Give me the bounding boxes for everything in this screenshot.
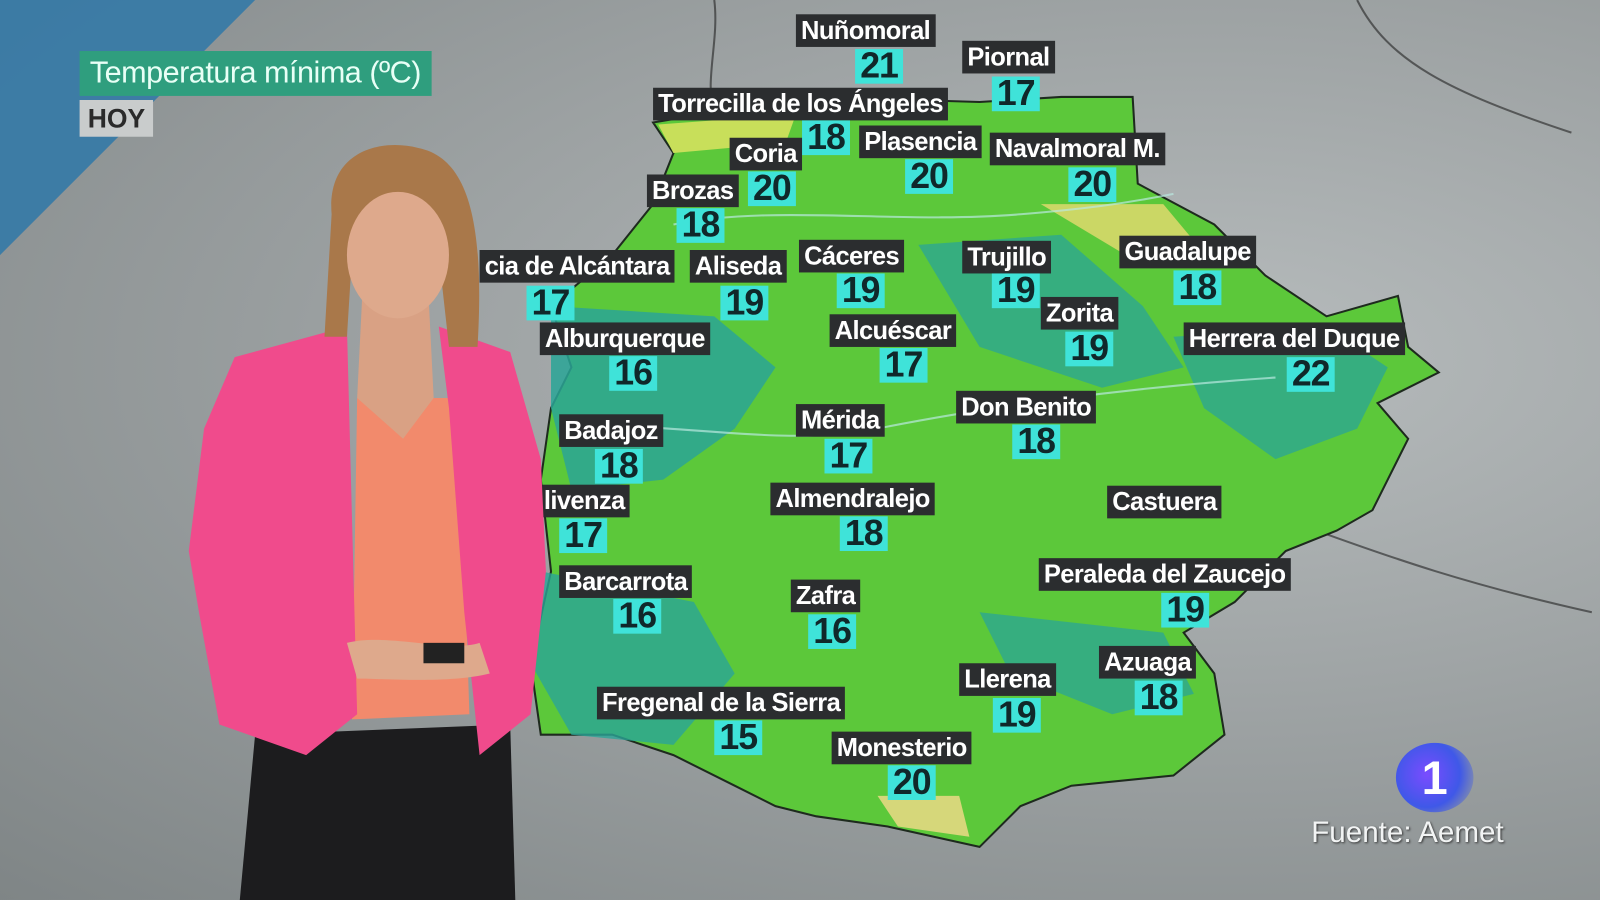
city-min-temp-value: 22 bbox=[1286, 356, 1335, 392]
city-min-temp-value: 19 bbox=[836, 272, 885, 309]
city-name-label: Guadalupe bbox=[1119, 235, 1256, 269]
presenter bbox=[188, 145, 546, 900]
city-min-temp-value: 16 bbox=[609, 355, 658, 391]
source-credit: Fuente: Aemet bbox=[1311, 816, 1504, 849]
city-min-temp-value: 20 bbox=[747, 170, 796, 207]
city-name-label: Herrera del Duque bbox=[1183, 322, 1405, 356]
city-name-label: Coria bbox=[729, 137, 802, 171]
jacket bbox=[438, 326, 546, 756]
city-name-label: livenza bbox=[538, 484, 630, 518]
trousers bbox=[239, 724, 516, 900]
city-name-label: Badajoz bbox=[559, 414, 663, 447]
city-name-label: Navalmoral M. bbox=[989, 132, 1166, 166]
city-min-temp-value: 15 bbox=[714, 719, 763, 755]
neck bbox=[357, 295, 434, 439]
city-min-temp-value: 21 bbox=[855, 48, 903, 84]
map-title: Temperatura mínima (ºC) bbox=[79, 51, 432, 96]
city-min-temp-value: 19 bbox=[720, 285, 769, 320]
city-min-temp-value: 17 bbox=[526, 285, 575, 320]
city-name-label: Nuñomoral bbox=[795, 14, 936, 47]
day-label: HOY bbox=[79, 99, 154, 137]
city-name-label: Llerena bbox=[959, 663, 1056, 696]
city-min-temp-value: 20 bbox=[887, 764, 936, 800]
city-name-label: Mérida bbox=[795, 404, 885, 437]
city-name-label: Zafra bbox=[790, 579, 861, 613]
city-name-label: Cáceres bbox=[798, 239, 905, 273]
clicker bbox=[423, 642, 465, 664]
city-min-temp-value: 19 bbox=[992, 697, 1041, 733]
city-min-temp-value: 19 bbox=[1161, 592, 1210, 628]
city-min-temp-value: 16 bbox=[808, 613, 857, 649]
city-name-label: Trujillo bbox=[962, 240, 1052, 274]
city-name-label: Piornal bbox=[962, 40, 1055, 74]
city-name-label: Zorita bbox=[1040, 296, 1119, 330]
city-min-temp-value: 19 bbox=[1065, 331, 1114, 366]
city-name-label: Brozas bbox=[646, 174, 739, 208]
tve-channel-logo: 1 bbox=[1395, 742, 1474, 813]
city-min-temp-value: 19 bbox=[991, 272, 1040, 309]
city-name-label: Fregenal de la Sierra bbox=[596, 686, 846, 720]
city-name-label: Torrecilla de los Ángeles bbox=[653, 87, 949, 121]
river bbox=[571, 376, 1276, 437]
yellow-zone bbox=[877, 795, 970, 837]
city-min-temp-value: 17 bbox=[991, 76, 1040, 112]
city-name-label: Monesterio bbox=[831, 731, 972, 765]
hands bbox=[346, 639, 490, 680]
city-name-label: cia de Alcántara bbox=[479, 249, 675, 283]
city-name-label: Almendralejo bbox=[770, 482, 935, 516]
city-min-temp-value: 20 bbox=[905, 158, 953, 194]
city-min-temp-value: 18 bbox=[676, 207, 725, 243]
city-min-temp-value: 20 bbox=[1068, 166, 1117, 203]
city-name-label: Castuera bbox=[1107, 485, 1222, 519]
city-min-temp-value: 18 bbox=[839, 515, 888, 552]
city-min-temp-value: 18 bbox=[802, 119, 850, 155]
city-name-label: Alcuéscar bbox=[829, 314, 957, 347]
city-min-temp-value: 18 bbox=[1173, 269, 1222, 305]
city-name-label: Aliseda bbox=[689, 249, 787, 283]
city-min-temp-value: 18 bbox=[1012, 423, 1061, 459]
city-min-temp-value: 17 bbox=[879, 347, 928, 383]
city-name-label: Don Benito bbox=[956, 390, 1097, 424]
city-min-temp-value: 17 bbox=[824, 438, 873, 474]
city-name-label: Plasencia bbox=[859, 125, 982, 159]
city-name-label: Alburquerque bbox=[539, 322, 710, 356]
city-min-temp-value: 18 bbox=[594, 448, 643, 484]
city-min-temp-value: 17 bbox=[559, 517, 608, 553]
city-min-temp-value: 18 bbox=[1134, 680, 1183, 715]
blouse bbox=[352, 397, 470, 720]
river bbox=[673, 192, 1174, 226]
jacket bbox=[188, 326, 358, 756]
face bbox=[346, 191, 449, 319]
city-min-temp-value: 16 bbox=[613, 598, 662, 634]
city-name-label: Barcarrota bbox=[559, 565, 693, 598]
city-name-label: Azuaga bbox=[1098, 645, 1197, 679]
city-name-label: Peraleda del Zaucejo bbox=[1038, 558, 1291, 591]
